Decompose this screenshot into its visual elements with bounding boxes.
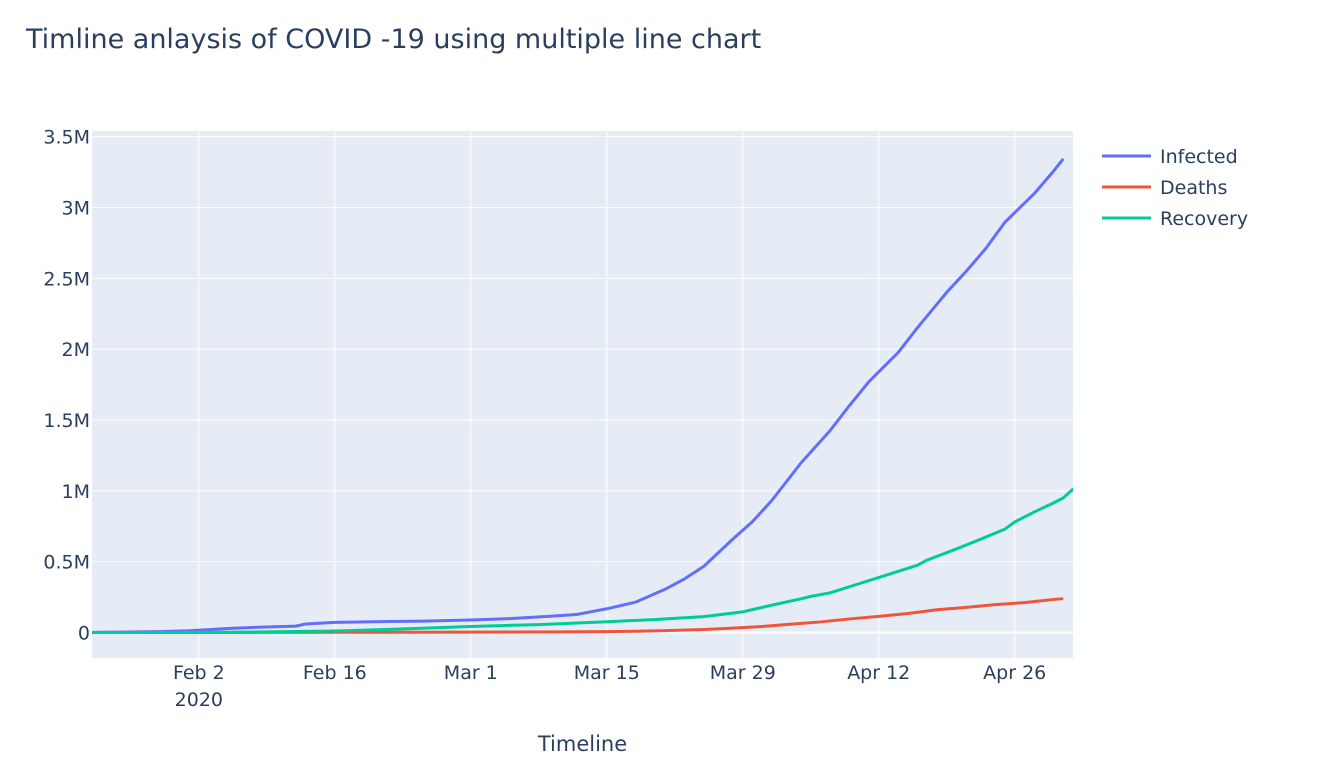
legend-label: Deaths <box>1160 177 1227 199</box>
x-tick-label: Mar 29 <box>710 662 776 684</box>
y-tick-label: 0 <box>78 623 90 645</box>
y-tick-label: 0.5M <box>43 552 90 574</box>
legend-label: Infected <box>1160 146 1238 168</box>
y-tick-label: 3.5M <box>43 127 90 149</box>
grid-layer <box>92 131 1073 658</box>
y-tick-label: 3M <box>62 198 90 220</box>
series-line-recovery[interactable] <box>92 484 1083 634</box>
x-tick-label: Mar 15 <box>574 662 640 684</box>
legend-item-infected[interactable]: Infected <box>1102 146 1238 168</box>
legend-item-recovery[interactable]: Recovery <box>1102 208 1248 230</box>
y-tick-label: 2.5M <box>43 268 90 290</box>
y-tick-label: 1M <box>62 481 90 503</box>
series-line-infected[interactable] <box>92 157 1065 634</box>
x-axis-label: Timeline <box>537 732 627 756</box>
axis-layer: 0 0.5M 1M 1.5M 2M 2.5M 3M 3.5M Feb 2 2020 Feb 16 Ma… <box>43 127 1046 711</box>
y-tick-label: 1.5M <box>43 410 90 432</box>
legend-label: Recovery <box>1160 208 1248 230</box>
plot-background <box>92 131 1073 658</box>
legend[interactable]: Infected Deaths Recovery <box>1102 146 1248 230</box>
y-tick-label: 2M <box>62 339 90 361</box>
x-tick-sublabel: 2020 <box>175 689 223 711</box>
x-tick-label: Apr 12 <box>847 662 910 684</box>
series-line-deaths[interactable] <box>92 597 1064 634</box>
chart-title: Timline anlaysis of COVID -19 using mult… <box>25 24 761 55</box>
x-tick-label: Feb 2 <box>173 662 225 684</box>
x-tick-label: Feb 16 <box>303 662 367 684</box>
legend-item-deaths[interactable]: Deaths <box>1102 177 1227 199</box>
series-layer <box>92 157 1083 634</box>
x-tick-label: Apr 26 <box>983 662 1046 684</box>
x-tick-label: Mar 1 <box>444 662 498 684</box>
